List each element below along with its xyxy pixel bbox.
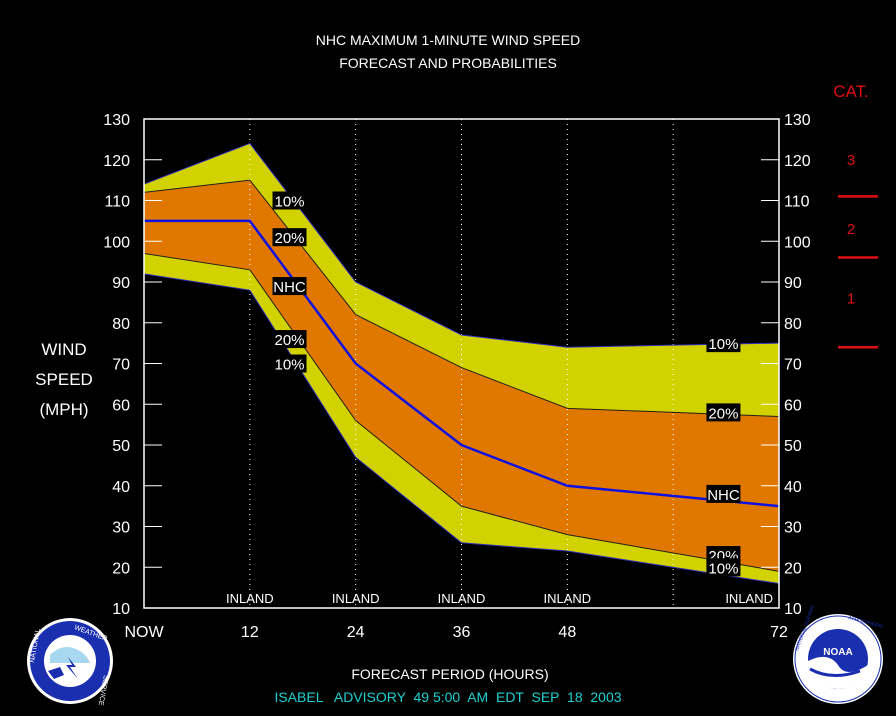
y-tick-label-left: 80 — [112, 316, 130, 333]
annotation-text: 10% — [275, 194, 305, 211]
y-tick-label-left: 90 — [112, 275, 130, 292]
y-tick-label-right: 80 — [784, 316, 802, 333]
advisory-text: ISABEL ADVISORY 49 5:00 AM EDT SEP 18 20… — [274, 689, 621, 705]
band-annotation: 10% — [706, 334, 741, 353]
x-tick-label: 24 — [347, 624, 365, 641]
annotation-text: 20% — [275, 230, 305, 247]
chart-title-line1: NHC MAXIMUM 1-MINUTE WIND SPEED — [316, 32, 580, 48]
inland-label: INLAND — [226, 591, 274, 606]
y-tick-label-left: 130 — [103, 112, 130, 129]
y-tick-label-right: 20 — [784, 560, 802, 577]
y-tick-label-right: 110 — [784, 194, 810, 211]
annotation-text: 10% — [708, 560, 738, 577]
y-tick-label-right: 130 — [784, 112, 811, 129]
annotation-text: NHC — [707, 487, 740, 504]
y-tick-label-right: 60 — [784, 397, 802, 414]
x-tick-label: NOW — [124, 624, 164, 641]
annotation-background — [272, 354, 307, 373]
edge-upper-20 — [143, 179, 780, 417]
band-edges — [143, 142, 780, 585]
band-annotation: 20% — [272, 330, 307, 349]
annotation-text: 20% — [708, 405, 738, 422]
y-tick-label-right: 70 — [784, 357, 802, 374]
annotation-background — [272, 277, 307, 296]
y-tick-label-right: 10 — [784, 601, 802, 618]
inland-label: INLAND — [438, 591, 486, 606]
inland-labels: INLAND INLAND INLAND INLAND INLAND — [226, 591, 773, 606]
y-axis-label-line3: (MPH) — [39, 400, 88, 419]
y-tick-label-left: 50 — [112, 438, 130, 455]
y-tick-label-left: 110 — [104, 194, 130, 211]
noaa-logo-text: NOAA — [823, 647, 852, 658]
y-tick-label-left: 70 — [112, 357, 130, 374]
annotation-text: 10% — [275, 357, 305, 374]
edge-lower-20 — [143, 252, 780, 572]
inland-label: INLAND — [332, 591, 380, 606]
axis-ticks: 10 10 20 20 30 30 40 40 50 50 60 60 70 70 80 80 90 90 100 1… — [103, 112, 811, 641]
band-annotation: 10% — [272, 354, 307, 374]
y-tick-label-left: 30 — [112, 520, 130, 537]
category-scale: 3 2 1 — [838, 152, 878, 349]
y-tick-label-right: 90 — [784, 275, 802, 292]
y-tick-label-right: 120 — [784, 153, 811, 170]
annotation-background — [706, 484, 741, 503]
annotation-background — [272, 228, 307, 247]
edge-lower-10 — [143, 273, 780, 585]
y-tick-label-left: 100 — [103, 234, 130, 251]
band-annotation: NHC — [272, 277, 307, 296]
x-tick-label: 36 — [453, 624, 471, 641]
y-tick-label-left: 120 — [103, 153, 130, 170]
nhc-forecast-line — [144, 219, 780, 508]
y-axis-label-line1: WIND — [41, 340, 86, 359]
y-tick-label-left: 10 — [112, 601, 130, 618]
category-label: 3 — [847, 152, 855, 169]
category-label: 2 — [847, 221, 855, 238]
band-annotation: 10% — [706, 558, 741, 577]
edge-upper-10 — [143, 142, 780, 348]
y-tick-label-right: 40 — [784, 479, 802, 496]
x-tick-label: 12 — [241, 624, 259, 641]
y-tick-label-left: 40 — [112, 479, 130, 496]
x-axis-label: FORECAST PERIOD (HOURS) — [351, 666, 548, 682]
y-axis-label-line2: SPEED — [35, 370, 93, 389]
x-tick-label: 72 — [770, 624, 788, 641]
inland-label: INLAND — [725, 591, 773, 606]
y-tick-label-right: 30 — [784, 520, 802, 537]
band-annotation: NHC — [706, 484, 741, 504]
category-header: CAT. — [833, 82, 869, 101]
y-tick-label-right: 100 — [784, 234, 811, 251]
annotation-background — [272, 191, 307, 210]
annotation-background — [272, 330, 307, 349]
annotation-text: NHC — [273, 279, 306, 296]
annotation-text: 20% — [275, 332, 305, 349]
band-annotation: 20% — [272, 228, 307, 247]
band-annotation: 20% — [706, 403, 741, 422]
annotation-background — [706, 334, 741, 353]
chart-title-line2: FORECAST AND PROBABILITIES — [339, 55, 557, 71]
x-tick-label: 48 — [558, 624, 576, 641]
category-label: 1 — [847, 290, 855, 307]
annotation-text: 10% — [708, 336, 738, 353]
annotation-background — [706, 558, 741, 577]
band-annotation: 10% — [272, 191, 307, 211]
annotation-background — [706, 403, 741, 422]
noaa-logo: NOAA NATIONAL OCEANIC ATMOSPHERIC — [793, 604, 884, 704]
y-tick-label-left: 60 — [112, 397, 130, 414]
nws-logo: NATIONAL WEATHER SERVICE — [27, 618, 113, 706]
inland-label: INLAND — [543, 591, 591, 606]
y-tick-label-left: 20 — [112, 560, 130, 577]
y-tick-label-right: 50 — [784, 438, 802, 455]
